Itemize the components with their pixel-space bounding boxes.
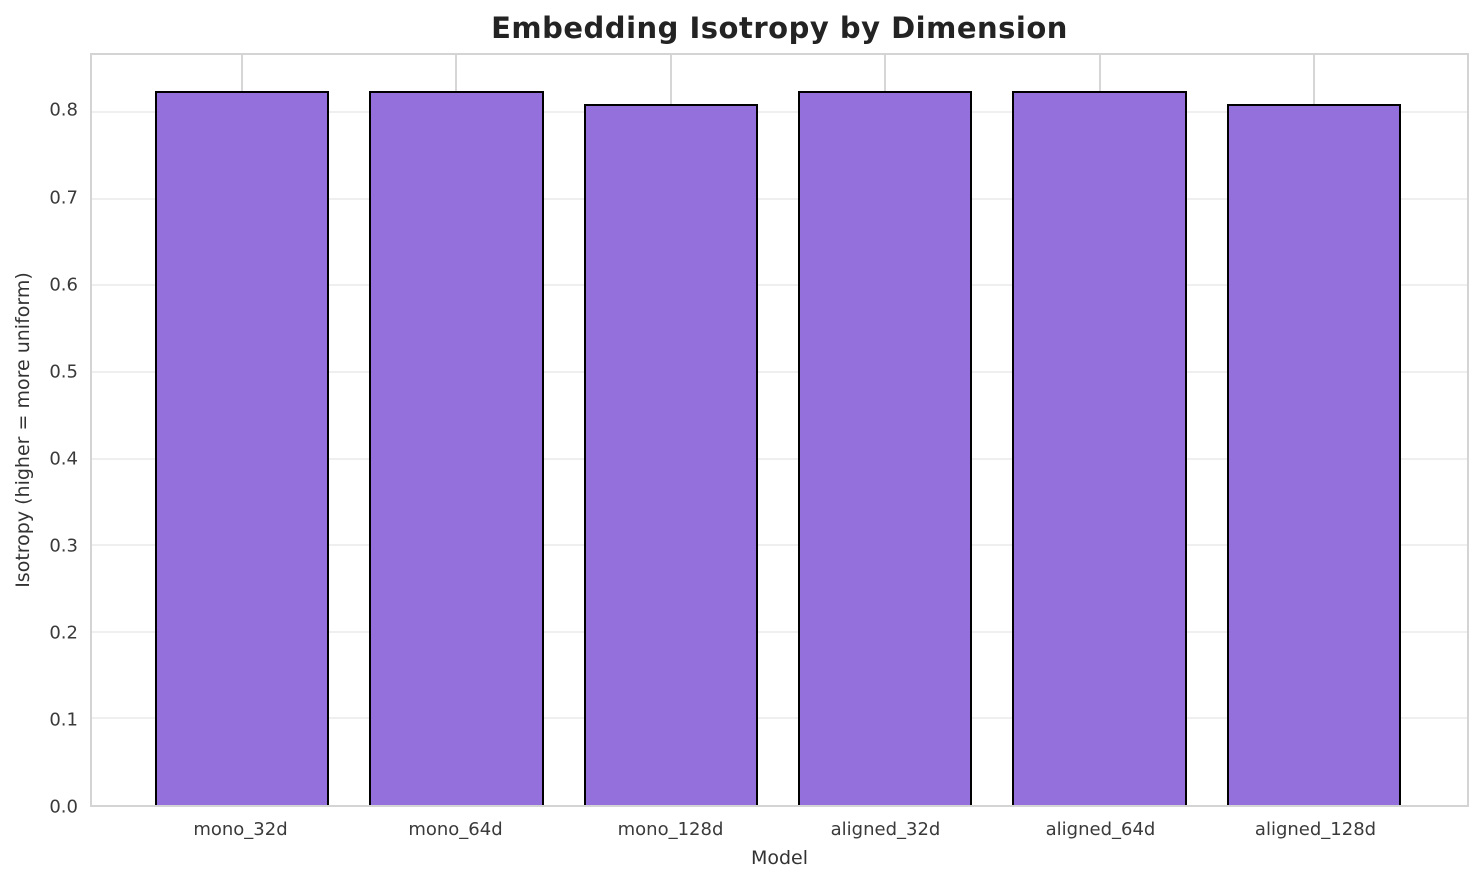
horizontal-gridline — [92, 717, 1467, 720]
bar-aligned_32d — [797, 90, 973, 805]
bar-mono_128d — [583, 103, 759, 805]
bar-aligned_64d — [1012, 90, 1187, 805]
horizontal-gridline — [92, 284, 1467, 287]
horizontal-gridline — [92, 370, 1467, 373]
horizontal-gridline — [92, 111, 1467, 114]
x-tick-label: aligned_64d — [1045, 819, 1156, 840]
chart-title: Embedding Isotropy by Dimension — [491, 11, 1068, 45]
bar-mono_64d — [369, 90, 544, 805]
y-tick-label: 0.8 — [49, 99, 78, 121]
horizontal-gridline — [92, 457, 1467, 460]
bar-aligned_128d — [1226, 103, 1402, 805]
plot-area — [90, 53, 1469, 807]
x-tick-label: mono_32d — [193, 819, 288, 840]
y-tick-label: 0.7 — [49, 187, 78, 209]
y-axis-tick-labels: 0.0 0.1 0.2 0.3 0.4 0.5 0.6 0.7 0.8 — [0, 53, 78, 818]
x-tick-label: aligned_32d — [830, 819, 941, 840]
y-tick-label: 0.6 — [49, 274, 78, 296]
y-tick-label: 0.0 — [49, 796, 78, 818]
y-tick-label: 0.4 — [49, 448, 78, 470]
x-axis-label: Model — [750, 847, 809, 869]
horizontal-gridline — [92, 544, 1467, 547]
x-axis-tick-labels: mono_32d mono_64d mono_128d aligned_32d alig… — [90, 819, 1469, 845]
y-tick-label: 0.2 — [49, 622, 78, 644]
y-tick-label: 0.3 — [49, 535, 78, 557]
y-tick-label: 0.1 — [49, 709, 78, 731]
x-tick-label: mono_128d — [617, 819, 724, 840]
y-tick-label: 0.5 — [49, 361, 78, 383]
x-tick-label: mono_64d — [408, 819, 503, 840]
horizontal-gridline — [92, 630, 1467, 633]
bar-mono_32d — [154, 90, 330, 805]
horizontal-gridline — [92, 197, 1467, 200]
y-axis-label: Isotropy (higher = more uniform) — [12, 272, 34, 588]
x-tick-label: aligned_128d — [1254, 819, 1377, 840]
